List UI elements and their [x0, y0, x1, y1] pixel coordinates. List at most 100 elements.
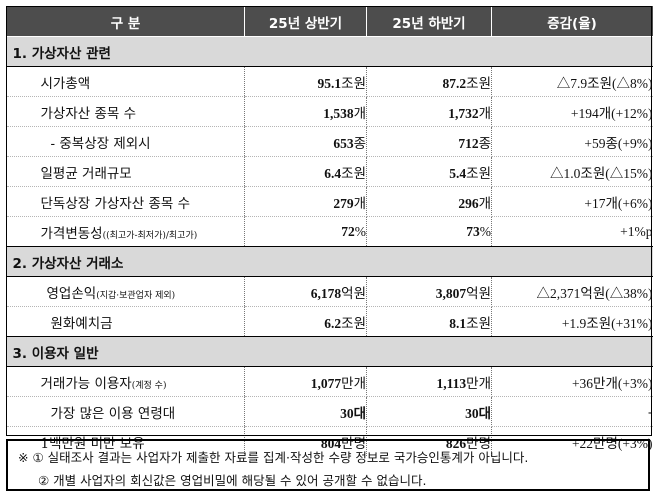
value-h1: 1,077만개 — [244, 366, 367, 397]
value-h2: 5.4조원 — [366, 156, 492, 187]
row-label-text: 거래가능 이용자 — [40, 375, 132, 392]
table-row: 시가총액 95.1조원 87.2조원 △7.9조원(△8%) — [6, 66, 653, 97]
row-label: 단독상장 가상자산 종목 수 — [6, 186, 245, 217]
value-h2-unit: 조원 — [466, 165, 491, 181]
value-change: +36만개(+3%) — [491, 366, 653, 397]
value-h1-unit: 개 — [353, 105, 366, 121]
value-h2-unit: 개 — [478, 195, 491, 211]
value-change: +59종(+9%) — [491, 126, 653, 157]
value-h2-unit: 억원 — [466, 285, 491, 301]
table-row: - 중복상장 제외시 653종 712종 +59종(+9%) — [6, 126, 653, 157]
value-h2-unit: 조원 — [466, 315, 491, 331]
row-label-text: 시가총액 — [40, 75, 91, 92]
value-h2-number: 8.1 — [449, 315, 467, 331]
value-h1-number: 1,077 — [310, 375, 342, 391]
row-label-text: 단독상장 가상자산 종목 수 — [40, 195, 191, 212]
table-row: 가격변동성((최고가-최저가)/최고가) 72% 73% +1%p — [7, 216, 653, 247]
section-row: 2. 가상자산 거래소 — [6, 246, 653, 277]
table-row: 가장 많은 이용 연령대 30대 30대 - — [6, 396, 653, 427]
value-h1-unit: % — [354, 223, 366, 239]
value-h1-unit: 조원 — [341, 315, 366, 331]
row-label: 시가총액 — [6, 66, 245, 97]
value-h1: 6,178억원 — [244, 276, 367, 307]
value-h1-number: 72 — [341, 223, 355, 239]
table-row: 단독상장 가상자산 종목 수 279개 296개 +17개(+6%) — [6, 186, 653, 217]
row-label-text: 원화예치금 — [50, 315, 113, 332]
value-h1-unit: 조원 — [341, 75, 366, 91]
row-label-note: (계정 수) — [131, 380, 167, 391]
value-h1: 72% — [244, 216, 367, 247]
value-change: +1.9조원(+31%) — [561, 315, 653, 331]
table-row: 원화예치금 6.2조원 8.1조원 +1.9조원(+31%) — [7, 306, 653, 337]
row-label-note: (지갑·보관업자 제외) — [96, 290, 176, 301]
value-h2-number: 712 — [458, 135, 479, 151]
value-change: - — [491, 396, 653, 427]
table-row: 거래가능 이용자(계정 수) 1,077만개 1,113만개 +36만개(+3%) — [6, 366, 653, 397]
section-title: 1. 가상자산 관련 — [6, 36, 653, 67]
value-h2-number: 30대 — [465, 405, 491, 421]
row-label: 거래가능 이용자(계정 수) — [6, 366, 245, 397]
row-label: 원화예치금 — [7, 307, 245, 337]
value-h1: 95.1조원 — [244, 66, 367, 97]
value-h1: 279개 — [244, 186, 367, 217]
value-h2-number: 296 — [458, 195, 479, 211]
row-label: - 중복상장 제외시 — [6, 126, 245, 157]
note-2: ② 개별 사업자의 회신값은 영업비밀에 해당될 수 있어 공개할 수 없습니다… — [38, 473, 427, 488]
value-h1: 30대 — [244, 396, 367, 427]
row-label: 가격변동성((최고가-최저가)/최고가) — [7, 217, 245, 247]
value-h1: 804만명 — [244, 426, 367, 456]
value-h1-number: 6.4 — [324, 165, 342, 181]
value-h2: 1,113만개 — [366, 366, 492, 397]
table-row: 가상자산 종목 수 1,538개 1,732개 +194개(+12%) — [6, 96, 653, 127]
value-h2: 73% — [366, 216, 492, 247]
note-1: ※ ① 실태조사 결과는 사업자가 제출한 자료를 집계·작성한 수량 정보로 … — [18, 450, 529, 465]
value-change: +17개(+6%) — [491, 186, 653, 217]
value-h1: 6.2조원 — [244, 306, 367, 337]
row-label: 가상자산 종목 수 — [6, 96, 245, 127]
value-change: +1%p — [620, 223, 653, 239]
value-h2-unit: 개 — [478, 105, 491, 121]
row-label: 영업손익(지갑·보관업자 제외) — [6, 276, 245, 307]
value-change: +194개(+12%) — [491, 96, 653, 127]
row-label-text: - 중복상장 제외시 — [50, 135, 151, 152]
value-h2-number: 1,113 — [436, 375, 467, 391]
row-label-text: 가상자산 종목 수 — [40, 105, 137, 122]
value-h2-number: 1,732 — [448, 105, 479, 121]
value-h1-unit: 억원 — [341, 285, 366, 301]
value-h1-unit: 만개 — [341, 375, 366, 391]
value-h2-number: 73 — [466, 223, 480, 239]
value-h1-number: 653 — [333, 135, 354, 151]
value-h2: 30대 — [366, 396, 492, 427]
value-h2: 1,732개 — [366, 96, 492, 127]
section-title: 3. 이용자 일반 — [6, 336, 653, 367]
table-row: 일평균 거래규모 6.4조원 5.4조원 △1.0조원(△15%) — [6, 156, 653, 187]
value-h2: 8.1조원 — [366, 306, 492, 337]
value-h1-number: 6.2 — [324, 315, 342, 331]
row-label-text: 가장 많은 이용 연령대 — [50, 405, 176, 422]
value-h1-number: 279 — [333, 195, 354, 211]
value-h1: 6.4조원 — [244, 156, 367, 187]
value-h2: 712종 — [366, 126, 492, 157]
row-label-text: 일평균 거래규모 — [40, 165, 132, 182]
header-h1-2025: 25년 상반기 — [244, 6, 367, 37]
value-h1-unit: 개 — [353, 195, 366, 211]
row-label: 일평균 거래규모 — [6, 156, 245, 187]
value-h1-number: 95.1 — [317, 75, 342, 91]
value-change: △2,371억원(△38%) — [491, 276, 653, 307]
row-label-text: 영업손익 — [46, 285, 97, 302]
value-h2-unit: % — [479, 223, 491, 239]
value-h2-number: 5.4 — [449, 165, 467, 181]
value-h1-number: 30대 — [340, 405, 366, 421]
value-h2: 3,807억원 — [366, 276, 492, 307]
table-row: 영업손익(지갑·보관업자 제외) 6,178억원 3,807억원 △2,371억원(△… — [6, 276, 653, 307]
value-h1: 653종 — [244, 126, 367, 157]
value-h1-number: 6,178 — [310, 285, 342, 301]
notes-box: ※ ① 실태조사 결과는 사업자가 제출한 자료를 집계·작성한 수량 정보로 … — [6, 439, 650, 491]
value-h2-unit: 만개 — [466, 375, 491, 391]
value-h2-unit: 조원 — [466, 75, 491, 91]
value-h1-number: 1,538 — [323, 105, 354, 121]
header-h2-2025: 25년 하반기 — [366, 6, 492, 37]
header-row: 구 분 25년 상반기 25년 하반기 증감(율) — [6, 6, 653, 37]
value-h2-number: 87.2 — [442, 75, 467, 91]
